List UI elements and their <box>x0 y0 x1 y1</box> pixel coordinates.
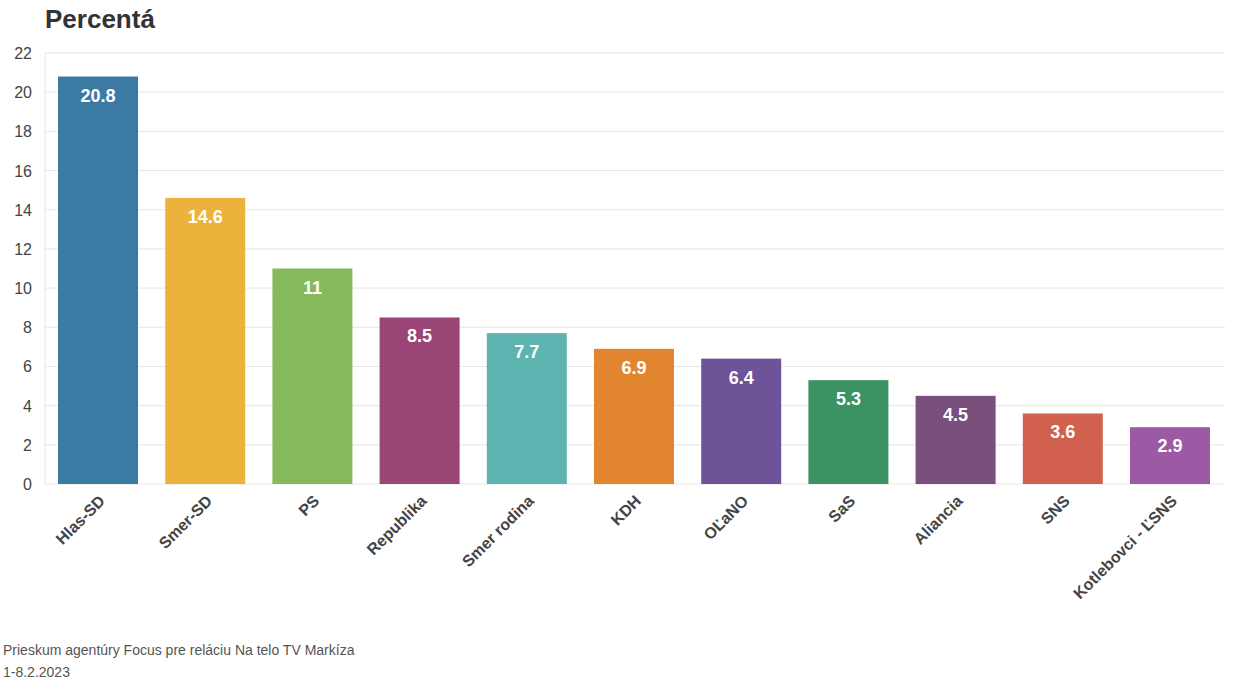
bar <box>380 317 460 484</box>
y-tick-label: 14 <box>14 202 32 219</box>
grid-line <box>45 131 1225 132</box>
bar <box>916 396 996 484</box>
y-tick-label: 12 <box>14 241 32 258</box>
x-tick-label: Aliancia <box>910 492 965 547</box>
grid-line <box>45 92 1225 93</box>
data-label: 6.9 <box>621 358 646 378</box>
y-tick-label: 8 <box>23 319 32 336</box>
y-tick-label: 10 <box>14 280 32 297</box>
x-tick-label: OĽaNO <box>700 492 751 543</box>
bar <box>58 77 138 484</box>
y-tick-label: 16 <box>14 163 32 180</box>
data-label: 4.5 <box>943 405 968 425</box>
data-label: 6.4 <box>729 368 754 388</box>
x-tick-label: Republika <box>364 492 430 558</box>
y-tick-label: 2 <box>23 437 32 454</box>
bar <box>1130 427 1210 484</box>
data-label: 3.6 <box>1050 422 1075 442</box>
x-tick-label: PS <box>295 492 322 519</box>
grid-line <box>45 170 1225 171</box>
data-label: 7.7 <box>514 342 539 362</box>
y-tick-label: 6 <box>23 358 32 375</box>
y-tick-label: 22 <box>14 45 32 62</box>
bar <box>808 380 888 484</box>
x-tick-label: Kotlebovci - ĽSNS <box>1070 492 1180 602</box>
bars <box>58 77 1210 484</box>
y-axis-line <box>45 53 46 484</box>
grid-line <box>45 53 1225 54</box>
x-tick-label: SaS <box>825 492 859 526</box>
data-label: 11 <box>303 278 322 298</box>
bar <box>272 269 352 485</box>
x-tick-label: Smer rodina <box>459 492 537 570</box>
data-label: 5.3 <box>836 389 861 409</box>
y-tick-label: 18 <box>14 123 32 140</box>
labels: 20.8 Hlas-SD 14.6 Smer-SD 11 PS 8.5 Republika 7.… <box>53 86 1183 603</box>
x-tick-label: Hlas-SD <box>53 492 108 547</box>
data-label: 20.8 <box>80 86 115 106</box>
bar <box>1023 413 1103 484</box>
x-tick-label: SNS <box>1038 492 1074 528</box>
y-tick-label: 0 <box>23 476 32 493</box>
bar <box>487 333 567 484</box>
data-label: 2.9 <box>1157 436 1182 456</box>
bar <box>701 359 781 484</box>
chart: Percentá 0 2 4 6 8 10 12 14 16 18 20 22 20.8 Hlas-SD 14… <box>0 0 1250 686</box>
grid <box>45 53 1225 484</box>
bar <box>594 349 674 484</box>
bar <box>165 198 245 484</box>
data-label: 8.5 <box>407 326 432 346</box>
title: Percentá <box>45 4 155 34</box>
data-label: 14.6 <box>188 207 223 227</box>
annotation: Prieskum agentúry Focus pre reláciu Na t… <box>3 642 355 658</box>
x-tick-label: Smer-SD <box>156 492 216 552</box>
y-tick-label: 4 <box>23 398 32 415</box>
y-tick-label: 20 <box>14 84 32 101</box>
x-tick-label: KDH <box>608 492 645 529</box>
annotation: 1-8.2.2023 <box>3 664 70 680</box>
